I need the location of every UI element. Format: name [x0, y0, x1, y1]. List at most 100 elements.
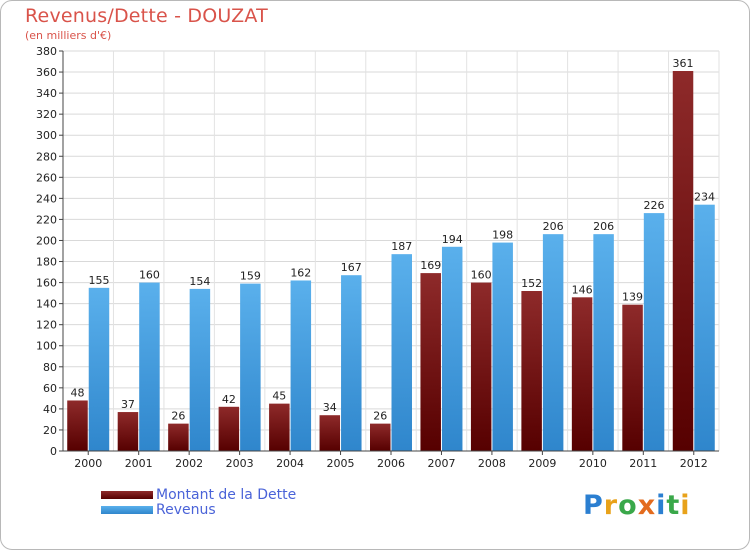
x-tick-label: 2012	[680, 457, 708, 470]
bar-revenus-2004	[290, 280, 312, 451]
y-tick-label: 260	[36, 171, 57, 184]
bar-debt-2011	[622, 304, 643, 451]
logo-letter: x	[637, 490, 657, 521]
y-tick-label: 300	[36, 129, 57, 142]
bar-debt-2009	[521, 291, 542, 451]
data-label-revenus-2011: 226	[644, 199, 665, 212]
bar-revenus-2011	[643, 213, 665, 451]
y-tick-label: 0	[50, 445, 57, 458]
data-label-debt-2008: 160	[471, 269, 492, 282]
y-tick-label: 340	[36, 87, 57, 100]
data-label-debt-2001: 37	[121, 398, 135, 411]
data-label-debt-2002: 26	[171, 410, 185, 423]
y-tick-label: 140	[36, 298, 57, 311]
x-tick-label: 2001	[125, 457, 153, 470]
y-tick-label: 220	[36, 213, 57, 226]
data-label-revenus-2008: 198	[492, 229, 513, 242]
bar-revenus-2006	[391, 254, 412, 451]
logo-letter: P	[583, 490, 604, 521]
legend-swatch-revenus	[101, 506, 153, 514]
x-tick-label: 2009	[528, 457, 556, 470]
bar-revenus-2009	[542, 234, 564, 451]
bar-revenus-2001	[139, 282, 160, 451]
bar-revenus-2010	[593, 234, 614, 451]
data-label-revenus-2010: 206	[593, 220, 614, 233]
y-tick-label: 20	[43, 424, 57, 437]
x-tick-label: 2008	[478, 457, 506, 470]
bar-debt-2001	[117, 412, 139, 451]
y-tick-label: 360	[36, 66, 57, 79]
x-tick-label: 2006	[377, 457, 405, 470]
logo-letter: r	[603, 490, 619, 521]
data-label-debt-2011: 139	[622, 291, 643, 304]
y-tick-label: 160	[36, 277, 57, 290]
bar-debt-2012	[672, 71, 694, 451]
data-label-revenus-2000: 155	[88, 274, 109, 287]
chart-title: Revenus/Dette - DOUZAT	[25, 5, 268, 27]
x-tick-label: 2007	[427, 457, 455, 470]
y-tick-label: 40	[43, 403, 57, 416]
y-tick-label: 320	[36, 108, 57, 121]
bar-debt-2002	[168, 423, 189, 451]
x-tick-label: 2010	[579, 457, 607, 470]
x-tick-label: 2005	[327, 457, 355, 470]
data-label-debt-2007: 169	[420, 259, 441, 272]
y-tick-label: 180	[36, 256, 57, 269]
data-label-debt-2003: 42	[222, 393, 236, 406]
y-tick-label: 60	[43, 382, 57, 395]
axis-layer: 0 20 40 60 80 100 120 140 160 180 200 220 240 260 280 3…	[36, 45, 719, 470]
legend-label-revenus: Revenus	[156, 502, 216, 518]
bar-debt-2004	[269, 403, 290, 451]
y-tick-label: 280	[36, 150, 57, 163]
y-tick-label: 200	[36, 234, 57, 247]
bar-debt-2006	[370, 423, 391, 451]
y-tick-label: 380	[36, 45, 57, 58]
proxiti-logo: Proxiti	[583, 490, 691, 521]
y-tick-label: 120	[36, 319, 57, 332]
logo-letter: o	[618, 490, 638, 521]
x-tick-label: 2011	[629, 457, 657, 470]
data-label-debt-2004: 45	[272, 390, 286, 403]
logo-letter: i	[680, 490, 691, 521]
data-label-debt-2005: 34	[323, 401, 337, 414]
bars-layer	[67, 71, 715, 451]
data-label-revenus-2007: 194	[442, 233, 463, 246]
bar-debt-2000	[67, 400, 88, 451]
data-label-debt-2000: 48	[70, 386, 84, 399]
labels-layer: 4815537160261544215945162341672618716919…	[70, 57, 715, 423]
data-label-revenus-2005: 167	[341, 261, 362, 274]
bar-revenus-2005	[341, 275, 362, 451]
y-tick-label: 80	[43, 361, 57, 374]
bar-debt-2007	[420, 273, 441, 451]
bar-revenus-2012	[694, 204, 715, 451]
bar-revenus-2000	[88, 287, 110, 451]
bar-debt-2005	[319, 415, 341, 451]
bar-revenus-2003	[240, 283, 261, 451]
bar-debt-2008	[470, 282, 492, 451]
data-label-revenus-2002: 154	[189, 275, 210, 288]
x-tick-label: 2003	[226, 457, 254, 470]
bar-revenus-2007	[441, 246, 463, 451]
data-label-debt-2010: 146	[572, 283, 593, 296]
y-tick-label: 100	[36, 340, 57, 353]
data-label-debt-2006: 26	[373, 410, 387, 423]
data-label-revenus-2001: 160	[139, 269, 160, 282]
data-label-revenus-2004: 162	[290, 266, 311, 279]
bar-debt-2010	[571, 297, 593, 451]
y-tick-label: 240	[36, 192, 57, 205]
bar-debt-2003	[218, 406, 240, 451]
data-label-revenus-2006: 187	[391, 240, 412, 253]
bar-revenus-2002	[189, 288, 211, 451]
logo-letter: t	[666, 490, 681, 521]
data-label-revenus-2003: 159	[240, 270, 261, 283]
x-tick-label: 2002	[175, 457, 203, 470]
legend-label-debt: Montant de la Dette	[156, 487, 297, 503]
data-label-debt-2012: 361	[673, 57, 694, 70]
data-label-revenus-2012: 234	[694, 191, 715, 204]
x-tick-label: 2000	[74, 457, 102, 470]
x-tick-label: 2004	[276, 457, 304, 470]
data-label-revenus-2009: 206	[543, 220, 564, 233]
bar-revenus-2008	[492, 242, 513, 451]
